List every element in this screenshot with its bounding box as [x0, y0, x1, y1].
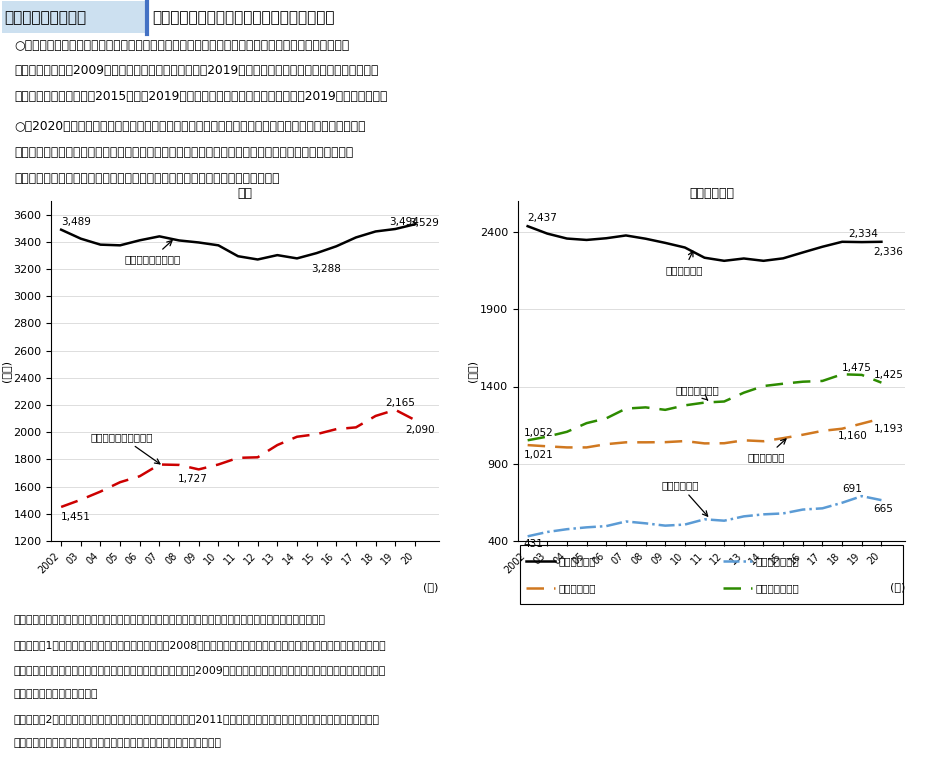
Text: 2,090: 2,090 [405, 425, 435, 434]
Text: 影響によって2009年に一時的に減少したものの、2019年まで増加傾向にあった。一方、正規雇用: 影響によって2009年に一時的に減少したものの、2019年まで増加傾向にあった。… [14, 64, 378, 77]
Text: 1,193: 1,193 [873, 424, 903, 434]
Text: 665: 665 [873, 503, 894, 513]
Text: 存在しないため、補完推計値（新基準）を使用している。: 存在しないため、補完推計値（新基準）を使用している。 [14, 738, 222, 748]
Text: 働者数は増加を続けた。男女別にみると、男性、女性ともに正規雇用労働者数は増加した一方で、: 働者数は増加を続けた。男女別にみると、男性、女性ともに正規雇用労働者数は増加した… [14, 146, 354, 159]
Text: ○　2020年には、感染拡大の影響により、非正規雇用労働者数が大幅に減少した一方で、正規雇用労: ○ 2020年には、感染拡大の影響により、非正規雇用労働者数が大幅に減少した一方… [14, 120, 366, 133]
Text: 非正規雇用労働者数は減少しており、女性の方がより大きく減少している。: 非正規雇用労働者数は減少しており、女性の方がより大きく減少している。 [14, 172, 279, 185]
Text: (年): (年) [424, 582, 439, 592]
Text: 1,727: 1,727 [178, 475, 208, 485]
Text: 691: 691 [842, 484, 862, 494]
Text: 1,160: 1,160 [838, 431, 868, 441]
Text: 2,334: 2,334 [848, 229, 878, 239]
Text: 1,475: 1,475 [842, 363, 872, 373]
Text: 労働者数は全体では2015年以降2019年まで増加傾向にあったが、男性では2019年に減少した。: 労働者数は全体では2015年以降2019年まで増加傾向にあったが、男性では201… [14, 90, 387, 103]
Text: 3,489: 3,489 [62, 217, 91, 226]
Text: 非正規の職員・従業員: 非正規の職員・従業員 [91, 432, 160, 464]
Title: 全体: 全体 [237, 187, 253, 199]
Text: 3,529: 3,529 [409, 219, 439, 229]
Text: 第１－（２）－４図: 第１－（２）－４図 [5, 10, 87, 25]
Text: 1,021: 1,021 [523, 451, 553, 461]
Text: 女性非正規雇用: 女性非正規雇用 [675, 386, 718, 400]
Text: 雇用形态別にみた役員を除く雇用者数の推移: 雇用形态別にみた役員を除く雇用者数の推移 [152, 10, 335, 25]
Text: 正規の職員・従業員: 正規の職員・従業員 [124, 240, 180, 264]
Text: 1,425: 1,425 [873, 370, 903, 380]
Text: 女性非正規雇用: 女性非正規雇用 [756, 583, 800, 593]
Text: 431: 431 [523, 539, 544, 549]
Text: 男性正規雇用: 男性正規雇用 [665, 251, 703, 274]
Title: 男女別の推移: 男女別の推移 [689, 187, 734, 199]
Text: 資料出所　総務省統計局「労働力調査（詳細集計）」をもとに厚生労働省政策統括官付政策統括室にて作成: 資料出所 総務省統計局「労働力調査（詳細集計）」をもとに厚生労働省政策統括官付政… [14, 615, 326, 625]
Text: 女性正規雇用: 女性正規雇用 [747, 439, 786, 461]
Text: 1,451: 1,451 [62, 512, 91, 522]
Text: 女性正規雇用: 女性正規雇用 [559, 583, 596, 593]
Text: 2）正規の職員・従業員、非正規の職員・従業員の2011年の値は、東日本大震災の影響により全国集計結果が: 2）正規の職員・従業員、非正規の職員・従業員の2011年の値は、東日本大震災の影… [14, 713, 380, 724]
Text: (年): (年) [890, 582, 905, 592]
Text: 2,336: 2,336 [873, 247, 903, 257]
Text: 男性非正規雇用: 男性非正規雇用 [756, 556, 800, 566]
Text: に留意が必要。: に留意が必要。 [14, 689, 98, 699]
Y-axis label: (万人): (万人) [1, 360, 10, 382]
Text: 1,052: 1,052 [523, 427, 553, 438]
Text: 3,288: 3,288 [311, 264, 341, 274]
Text: 2,437: 2,437 [528, 213, 558, 223]
Text: 遣社員」「契約社員・嘱託」「その他」の合計、2009年以降は、新たにこの項目を設けて集計した値である点: 遣社員」「契約社員・嘱託」「その他」の合計、2009年以降は、新たにこの項目を設… [14, 665, 386, 675]
Text: ○　役員を除く雇用者数の推移を雇用形態別にみると、非正規雇用労働者数は、リーマンショックの: ○ 役員を除く雇用者数の推移を雇用形態別にみると、非正規雇用労働者数は、リーマン… [14, 39, 349, 52]
Text: 3,494: 3,494 [389, 217, 419, 226]
Text: 男性非正雇用: 男性非正雇用 [661, 480, 707, 516]
Bar [2, 1, 146, 33]
Y-axis label: (万人): (万人) [467, 360, 477, 382]
Text: 男性正規雇用: 男性正規雇用 [559, 556, 596, 566]
Text: （注）　1）「非正規の職員・従業員」について，2008年以前の数値は「パート・アルバイト」「労働者派遣事業所の派: （注） 1）「非正規の職員・従業員」について，2008年以前の数値は「パート・ア… [14, 640, 386, 650]
Text: 2,165: 2,165 [385, 398, 415, 408]
